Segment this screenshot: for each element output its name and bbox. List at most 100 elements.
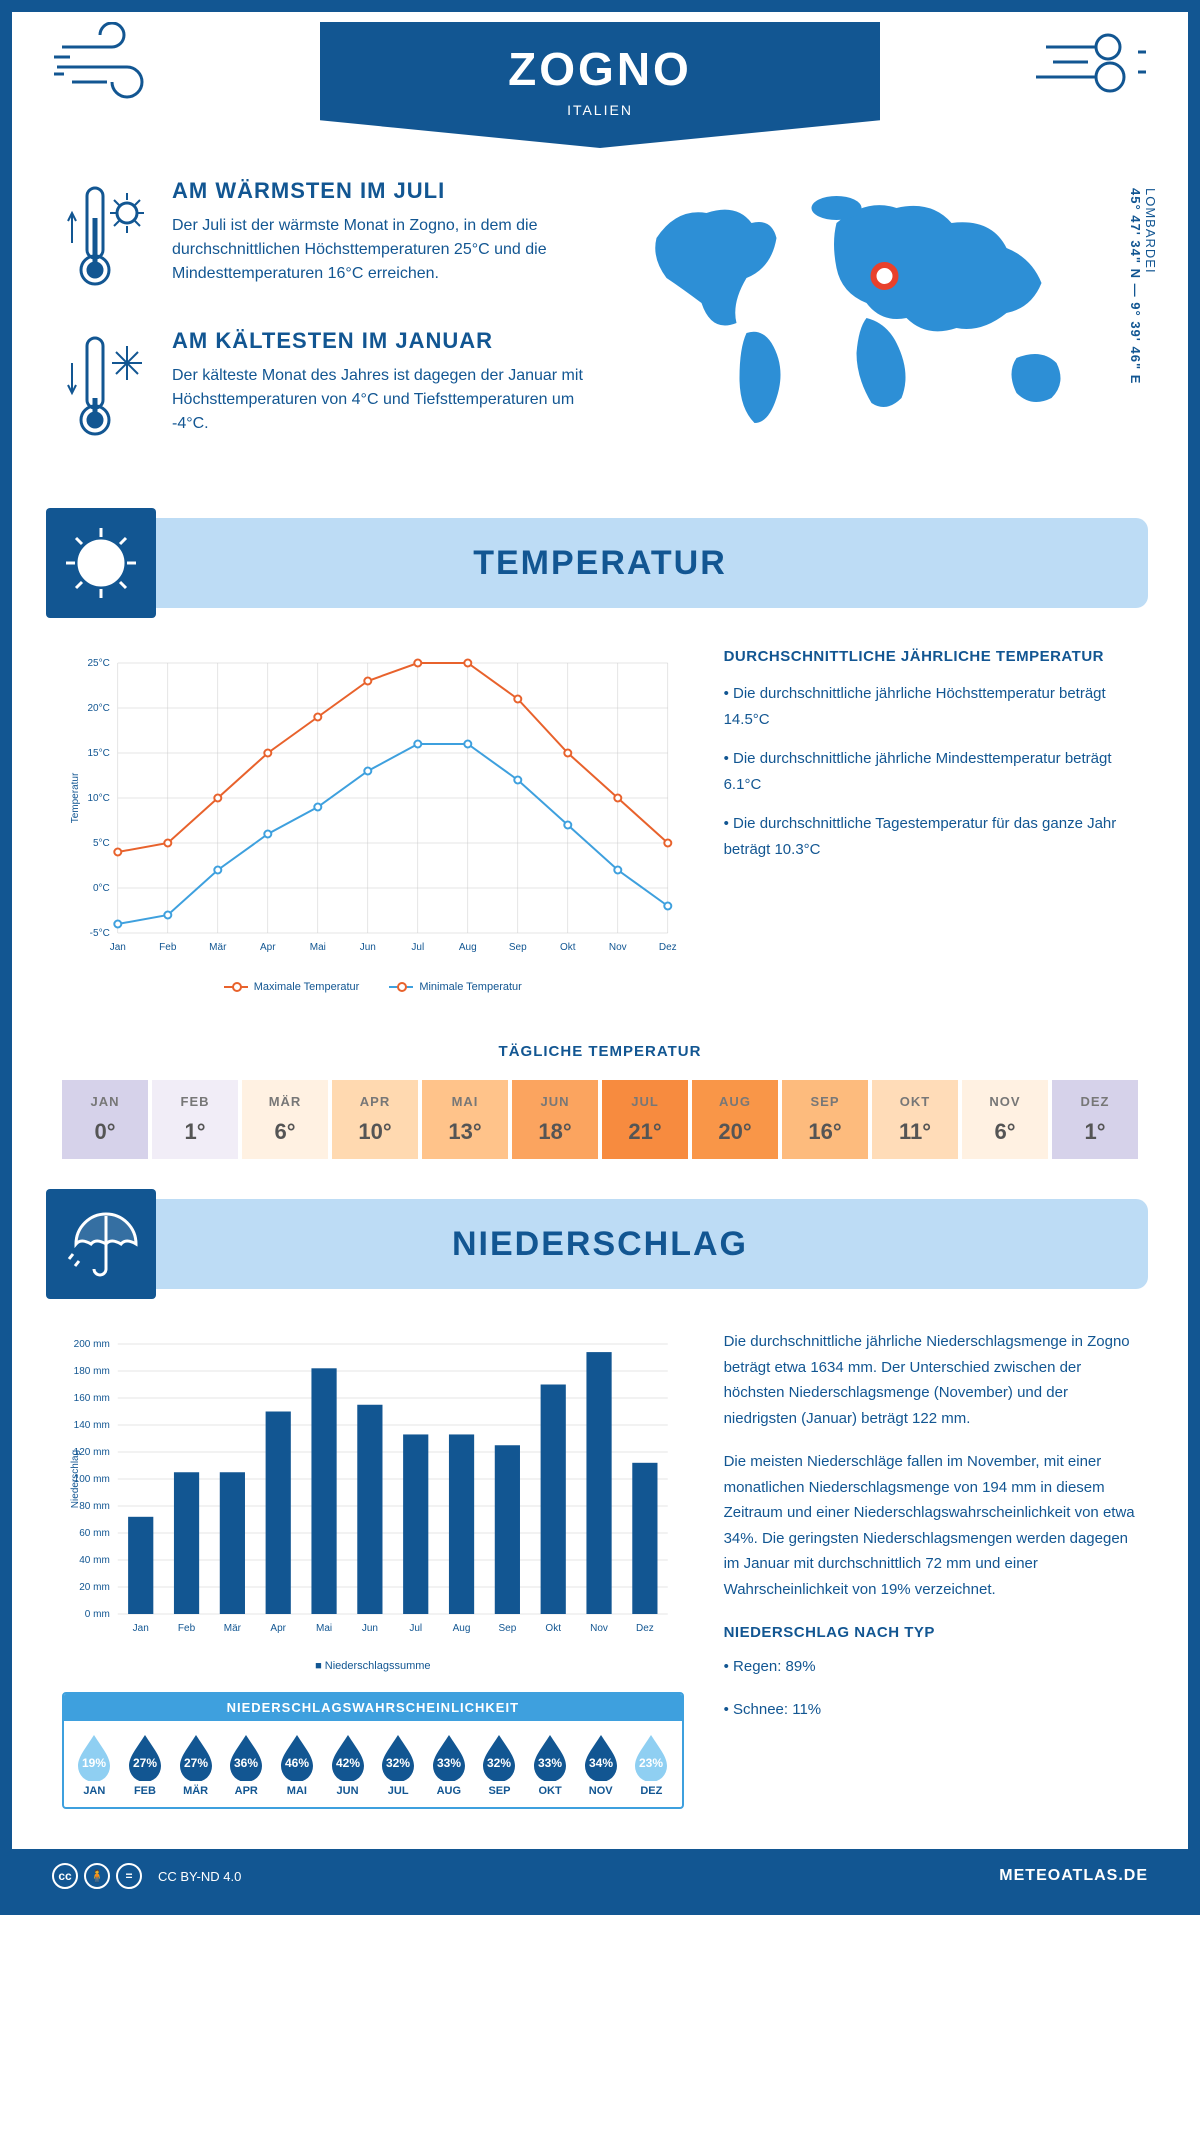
prob-cell: 19%JAN [70,1731,119,1797]
header-row: ZOGNO ITALIEN [12,12,1188,148]
svg-text:Mär: Mär [209,942,227,953]
prob-cell: 46%MAI [273,1731,322,1797]
intro-text-column: AM WÄRMSTEN IM JULI Der Juli ist der wär… [62,178,585,478]
svg-text:46%: 46% [285,1756,309,1770]
svg-text:Jul: Jul [411,942,424,953]
svg-text:20°C: 20°C [87,703,109,714]
daily-temp-grid: JAN0°FEB1°MÄR6°APR10°MAI13°JUN18°JUL21°A… [62,1080,1138,1159]
svg-text:15°C: 15°C [87,748,109,759]
prob-cell: 36%APR [222,1731,271,1797]
svg-text:20 mm: 20 mm [79,1582,110,1593]
svg-text:25°C: 25°C [87,658,109,669]
temperature-section: -5°C0°C5°C10°C15°C20°C25°CJanFebMärAprMa… [12,608,1188,1033]
daily-temp-cell: DEZ1° [1052,1080,1138,1159]
svg-text:Feb: Feb [178,1623,196,1634]
svg-text:5°C: 5°C [93,838,110,849]
precip-left-column: 0 mm20 mm40 mm60 mm80 mm100 mm120 mm140 … [62,1329,684,1809]
site-name: METEOATLAS.DE [999,1867,1148,1885]
temp-chart-legend: .legend-sw:nth-child(1)::after{border-co… [62,981,684,993]
svg-text:10°C: 10°C [87,793,109,804]
world-map-icon [615,178,1138,438]
city-title: ZOGNO [320,42,880,96]
infographic-page: ZOGNO ITALIEN [0,0,1200,1915]
prob-cell: 32%JUL [374,1731,423,1797]
daily-temp-cell: OKT11° [872,1080,958,1159]
svg-text:Jul: Jul [409,1623,422,1634]
temp-info-title: DURCHSCHNITTLICHE JÄHRLICHE TEMPERATUR [724,648,1138,665]
precipitation-bar-chart: 0 mm20 mm40 mm60 mm80 mm100 mm120 mm140 … [62,1329,684,1649]
coords-value: 45° 47' 34" N — 9° 39' 46" E [1128,188,1143,384]
svg-text:Niederschlag: Niederschlag [70,1450,81,1508]
svg-text:33%: 33% [538,1756,562,1770]
legend-min: Minimale Temperatur [419,981,522,993]
svg-text:160 mm: 160 mm [74,1393,110,1404]
svg-text:Nov: Nov [609,942,627,953]
svg-text:33%: 33% [437,1756,461,1770]
svg-text:-5°C: -5°C [90,928,110,939]
svg-text:Sep: Sep [498,1623,516,1634]
prob-cell: 33%AUG [424,1731,473,1797]
svg-text:40 mm: 40 mm [79,1555,110,1566]
warmest-title: AM WÄRMSTEN IM JULI [172,178,585,204]
temp-bullet-2: • Die durchschnittliche Tagestemperatur … [724,811,1138,862]
svg-text:Jun: Jun [362,1623,378,1634]
svg-text:Aug: Aug [459,942,477,953]
title-banner: ZOGNO ITALIEN [320,22,880,148]
daily-temp-cell: MÄR6° [242,1080,328,1159]
intro-section: AM WÄRMSTEN IM JULI Der Juli ist der wär… [12,148,1188,498]
svg-text:27%: 27% [184,1756,208,1770]
svg-text:Jun: Jun [360,942,376,953]
temperature-line-chart: -5°C0°C5°C10°C15°C20°C25°CJanFebMärAprMa… [62,648,684,993]
coldest-title: AM KÄLTESTEN IM JANUAR [172,328,585,354]
precip-chart-legend: Niederschlagssumme [62,1660,684,1672]
svg-text:Mai: Mai [310,942,326,953]
prob-title: NIEDERSCHLAGSWAHRSCHEINLICHKEIT [64,1694,682,1721]
footer: cc 🧍 = CC BY-ND 4.0 METEOATLAS.DE [12,1849,1188,1903]
coordinates: LOMBARDEI 45° 47' 34" N — 9° 39' 46" E [1128,188,1158,384]
daily-temp-cell: SEP16° [782,1080,868,1159]
prob-cell: 27%MÄR [171,1731,220,1797]
map-column: LOMBARDEI 45° 47' 34" N — 9° 39' 46" E [615,178,1138,478]
temp-bullet-1: • Die durchschnittliche jährliche Mindes… [724,746,1138,797]
svg-text:Apr: Apr [270,1623,286,1634]
daily-temp-cell: NOV6° [962,1080,1048,1159]
daily-temp-cell: JAN0° [62,1080,148,1159]
svg-text:180 mm: 180 mm [74,1366,110,1377]
precip-type-title: NIEDERSCHLAG NACH TYP [724,1620,1138,1646]
temperature-info: DURCHSCHNITTLICHE JÄHRLICHE TEMPERATUR •… [724,648,1138,993]
by-icon: 🧍 [84,1863,110,1889]
svg-text:Mär: Mär [224,1623,242,1634]
svg-text:23%: 23% [639,1756,663,1770]
svg-text:36%: 36% [234,1756,258,1770]
license-text: CC BY-ND 4.0 [158,1869,241,1884]
svg-text:Sep: Sep [509,942,527,953]
temp-section-title: TEMPERATUR [52,544,1148,583]
svg-text:34%: 34% [589,1756,613,1770]
svg-text:32%: 32% [487,1756,511,1770]
daily-temp-cell: AUG20° [692,1080,778,1159]
precip-section-header: NIEDERSCHLAG [52,1199,1148,1289]
daily-temp-cell: JUL21° [602,1080,688,1159]
svg-text:80 mm: 80 mm [79,1501,110,1512]
prob-cell: 33%OKT [526,1731,575,1797]
precip-text-column: Die durchschnittliche jährliche Niedersc… [724,1329,1138,1809]
svg-text:27%: 27% [133,1756,157,1770]
svg-text:Okt: Okt [560,942,576,953]
cc-icon: cc [52,1863,78,1889]
svg-text:Mai: Mai [316,1623,332,1634]
temp-bullet-0: • Die durchschnittliche jährliche Höchst… [724,681,1138,732]
umbrella-icon [46,1189,156,1299]
svg-text:Dez: Dez [659,942,677,953]
precipitation-section: 0 mm20 mm40 mm60 mm80 mm100 mm120 mm140 … [12,1289,1188,1849]
country-subtitle: ITALIEN [320,102,880,118]
thermometer-cold-icon [62,328,152,448]
svg-text:Feb: Feb [159,942,177,953]
svg-text:Aug: Aug [453,1623,471,1634]
prob-cell: 27%FEB [121,1731,170,1797]
svg-text:140 mm: 140 mm [74,1420,110,1431]
svg-text:Dez: Dez [636,1623,654,1634]
thermometer-hot-icon [62,178,152,298]
precip-section-title: NIEDERSCHLAG [52,1225,1148,1264]
daily-temp-title: TÄGLICHE TEMPERATUR [12,1043,1188,1060]
svg-text:Temperatur: Temperatur [70,772,81,823]
